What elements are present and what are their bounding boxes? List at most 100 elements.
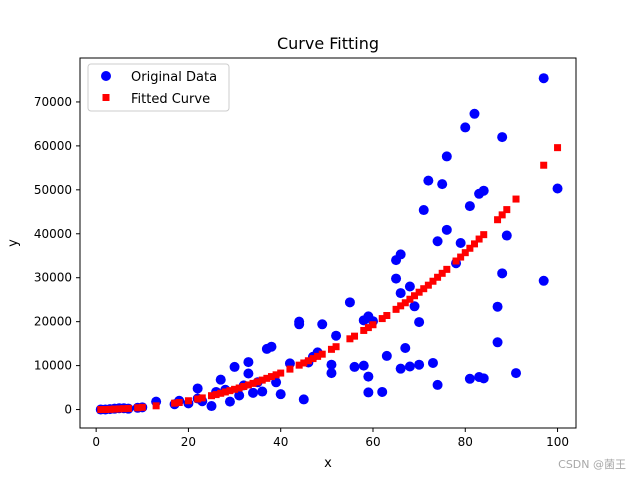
x-tick-label: 20 bbox=[181, 435, 196, 449]
x-axis-label: x bbox=[324, 456, 332, 471]
legend: Original Data Fitted Curve bbox=[87, 63, 230, 112]
watermark: CSDN @菌王 bbox=[558, 458, 626, 471]
fitted-curve-point bbox=[240, 382, 248, 390]
original-data-point bbox=[478, 185, 489, 196]
fitted-curve-point bbox=[461, 249, 469, 257]
fitted-curve-point bbox=[97, 406, 105, 414]
original-data-point bbox=[511, 368, 522, 379]
original-data-point bbox=[331, 330, 342, 341]
fitted-curve-point bbox=[351, 332, 359, 340]
original-data-point bbox=[497, 132, 508, 143]
original-data-point bbox=[552, 183, 563, 194]
fitted-curve-point bbox=[401, 299, 409, 307]
fitted-curve-point bbox=[392, 305, 400, 313]
y-tick-label: 20000 bbox=[34, 315, 72, 329]
fitted-curve-point bbox=[424, 281, 432, 289]
fitted-curve-point bbox=[111, 405, 119, 413]
fitted-curve-point bbox=[286, 365, 294, 373]
y-tick-label: 50000 bbox=[34, 183, 72, 197]
original-data-point bbox=[294, 316, 305, 327]
fitted-curve-point bbox=[309, 355, 317, 363]
fitted-curve-point bbox=[152, 402, 160, 410]
fitted-curve-point bbox=[503, 206, 511, 214]
fitted-curve-point bbox=[194, 395, 202, 403]
fitted-curve-point bbox=[364, 324, 372, 332]
original-data-point bbox=[326, 359, 337, 370]
original-data-point bbox=[414, 359, 425, 370]
fitted-curve-point bbox=[512, 195, 520, 203]
legend-box bbox=[87, 63, 230, 112]
fitted-curve-point bbox=[244, 381, 252, 389]
original-data-point bbox=[414, 317, 425, 328]
original-data-point bbox=[248, 387, 259, 398]
fitted-curve-point bbox=[258, 376, 266, 384]
fitted-curve-point bbox=[249, 379, 257, 387]
fitted-curve-point bbox=[466, 244, 474, 252]
legend-label-original-data: Original Data bbox=[131, 70, 217, 85]
x-tick-label: 40 bbox=[273, 435, 288, 449]
fitted-curve-point bbox=[318, 350, 326, 358]
fitted-curve-point bbox=[115, 405, 123, 413]
fitted-curve-point bbox=[295, 361, 303, 369]
original-data-point bbox=[423, 175, 434, 186]
original-data-point bbox=[418, 205, 429, 216]
original-data-point bbox=[224, 396, 235, 407]
fitted-curve-point bbox=[480, 231, 488, 239]
fitted-curve-point bbox=[171, 399, 179, 407]
original-data-point bbox=[234, 390, 245, 401]
y-tick-label: 70000 bbox=[34, 95, 72, 109]
fitted-curve-point bbox=[134, 404, 142, 412]
legend-label-fitted-curve: Fitted Curve bbox=[131, 92, 210, 107]
original-data-point bbox=[395, 363, 406, 374]
fitted-curve-point bbox=[475, 235, 483, 243]
fitted-curve-point bbox=[369, 321, 377, 329]
chart-title: Curve Fitting bbox=[277, 34, 379, 53]
fitted-curve-point bbox=[226, 387, 234, 395]
original-data-point bbox=[266, 341, 277, 352]
fitted-curve-point bbox=[254, 378, 262, 386]
fitted-curve-point bbox=[277, 369, 285, 377]
original-data-point bbox=[409, 301, 420, 312]
original-data-point bbox=[404, 361, 415, 372]
y-tick-label: 40000 bbox=[34, 227, 72, 241]
fitted-curve-point bbox=[378, 315, 386, 323]
original-data-point bbox=[377, 386, 388, 397]
fitted-curve-point bbox=[198, 394, 206, 402]
original-data-point bbox=[538, 73, 549, 84]
fitted-curve-point bbox=[120, 405, 128, 413]
x-tick-label: 0 bbox=[92, 435, 100, 449]
fitted-curve-point bbox=[443, 265, 451, 273]
original-data-point bbox=[395, 288, 406, 299]
original-data-point bbox=[538, 275, 549, 286]
original-data-point bbox=[455, 238, 466, 248]
original-data-point bbox=[206, 401, 217, 412]
fitted-curve-point bbox=[332, 343, 340, 351]
legend-marker-fitted-curve bbox=[102, 94, 110, 101]
original-data-point bbox=[441, 224, 452, 235]
fitted-curve-point bbox=[235, 384, 243, 392]
y-tick-label: 0 bbox=[64, 403, 72, 417]
fitted-curve-point bbox=[106, 405, 114, 413]
fitted-curve-point bbox=[272, 371, 280, 379]
original-data-point bbox=[478, 373, 489, 384]
original-data-point bbox=[395, 249, 406, 260]
original-data-point bbox=[344, 297, 355, 308]
original-data-point bbox=[298, 394, 309, 405]
fitted-curve-point bbox=[124, 404, 132, 412]
fitted-curve-point bbox=[327, 345, 335, 353]
fitted-curve-point bbox=[101, 406, 109, 413]
fitted-curve-point bbox=[383, 312, 391, 320]
original-data-point bbox=[464, 373, 475, 384]
fitted-curve-point bbox=[184, 397, 192, 405]
fitted-curve-point bbox=[267, 373, 275, 381]
original-data-point bbox=[215, 374, 226, 385]
y-axis-label: y bbox=[6, 239, 21, 247]
plot-area bbox=[95, 73, 563, 415]
original-data-point bbox=[427, 357, 438, 368]
fitted-curve-point bbox=[415, 288, 423, 296]
axes-frame bbox=[79, 57, 577, 429]
legend-marker-original-data bbox=[101, 71, 111, 81]
fitted-curve-point bbox=[457, 253, 465, 261]
fitted-curve-point bbox=[434, 273, 442, 281]
